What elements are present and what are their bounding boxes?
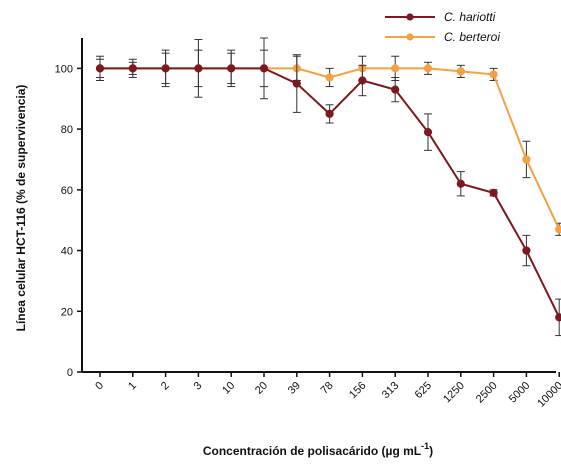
x-tick-label: 0 bbox=[93, 380, 106, 393]
data-point bbox=[489, 188, 498, 197]
series-line bbox=[100, 67, 561, 230]
x-tick-label: 10 bbox=[220, 380, 237, 397]
series-c-hariotti bbox=[95, 37, 561, 337]
data-point bbox=[522, 246, 531, 255]
x-tick-label: 313 bbox=[380, 380, 401, 401]
data-point bbox=[423, 128, 433, 137]
x-axis-title-close: ) bbox=[429, 444, 433, 458]
data-point bbox=[391, 64, 400, 73]
legend-marker bbox=[406, 33, 414, 41]
y-tick-label: 100 bbox=[55, 63, 73, 75]
legend: C. hariotti C. berteroi bbox=[385, 10, 500, 44]
data-point bbox=[522, 155, 531, 164]
x-tick-label: 78 bbox=[319, 380, 336, 397]
data-point bbox=[161, 64, 170, 73]
x-tick-label: 2 bbox=[159, 380, 172, 393]
legend-item-c-hariotti: C. hariotti bbox=[385, 10, 496, 24]
x-tick-label: 3 bbox=[192, 380, 205, 393]
y-axis-title: Línea celular HCT-116 (% de supervivenci… bbox=[14, 85, 28, 332]
x-tick-label: 1 bbox=[126, 380, 139, 393]
x-tick-label: 10000 bbox=[535, 380, 561, 410]
y-tick-label: 20 bbox=[61, 306, 73, 318]
data-point bbox=[555, 313, 561, 322]
x-tick-label: 2500 bbox=[474, 380, 500, 406]
x-tick-label: 1250 bbox=[441, 380, 467, 406]
data-point bbox=[194, 64, 203, 73]
data-point bbox=[489, 70, 498, 79]
data-point bbox=[423, 64, 433, 73]
data-point bbox=[456, 179, 465, 188]
x-axis-title-exponent: -1 bbox=[421, 441, 429, 451]
y-tick-label: 0 bbox=[67, 367, 73, 379]
x-tick-label: 20 bbox=[253, 380, 270, 397]
data-point bbox=[358, 76, 367, 85]
legend-label: C. berteroi bbox=[444, 30, 500, 44]
data-point bbox=[555, 225, 561, 234]
data-point bbox=[391, 85, 400, 94]
x-axis-title: Concentración de polisacárido (µg mL-1) bbox=[203, 441, 433, 458]
y-tick-label: 80 bbox=[61, 124, 73, 136]
data-point bbox=[325, 109, 334, 119]
legend-item-c-berteroi: C. berteroi bbox=[385, 30, 500, 44]
data-point bbox=[325, 73, 334, 82]
legend-label: C. hariotti bbox=[444, 10, 496, 24]
x-tick-label: 625 bbox=[413, 380, 434, 401]
x-axis-title-main: Concentración de polisacárido (µg mL bbox=[203, 444, 421, 458]
legend-marker bbox=[406, 13, 414, 21]
x-tick-label: 156 bbox=[347, 380, 368, 401]
data-point bbox=[95, 64, 105, 73]
x-tick-label: 5000 bbox=[507, 380, 533, 406]
data-point bbox=[292, 79, 301, 88]
data-point bbox=[456, 67, 465, 76]
x-tick-label: 39 bbox=[286, 380, 303, 397]
data-point bbox=[259, 64, 269, 73]
data-point bbox=[227, 64, 236, 73]
series-layer bbox=[95, 37, 561, 337]
y-tick-label: 40 bbox=[61, 246, 73, 258]
data-point bbox=[128, 64, 137, 73]
y-tick-label: 60 bbox=[61, 185, 73, 197]
